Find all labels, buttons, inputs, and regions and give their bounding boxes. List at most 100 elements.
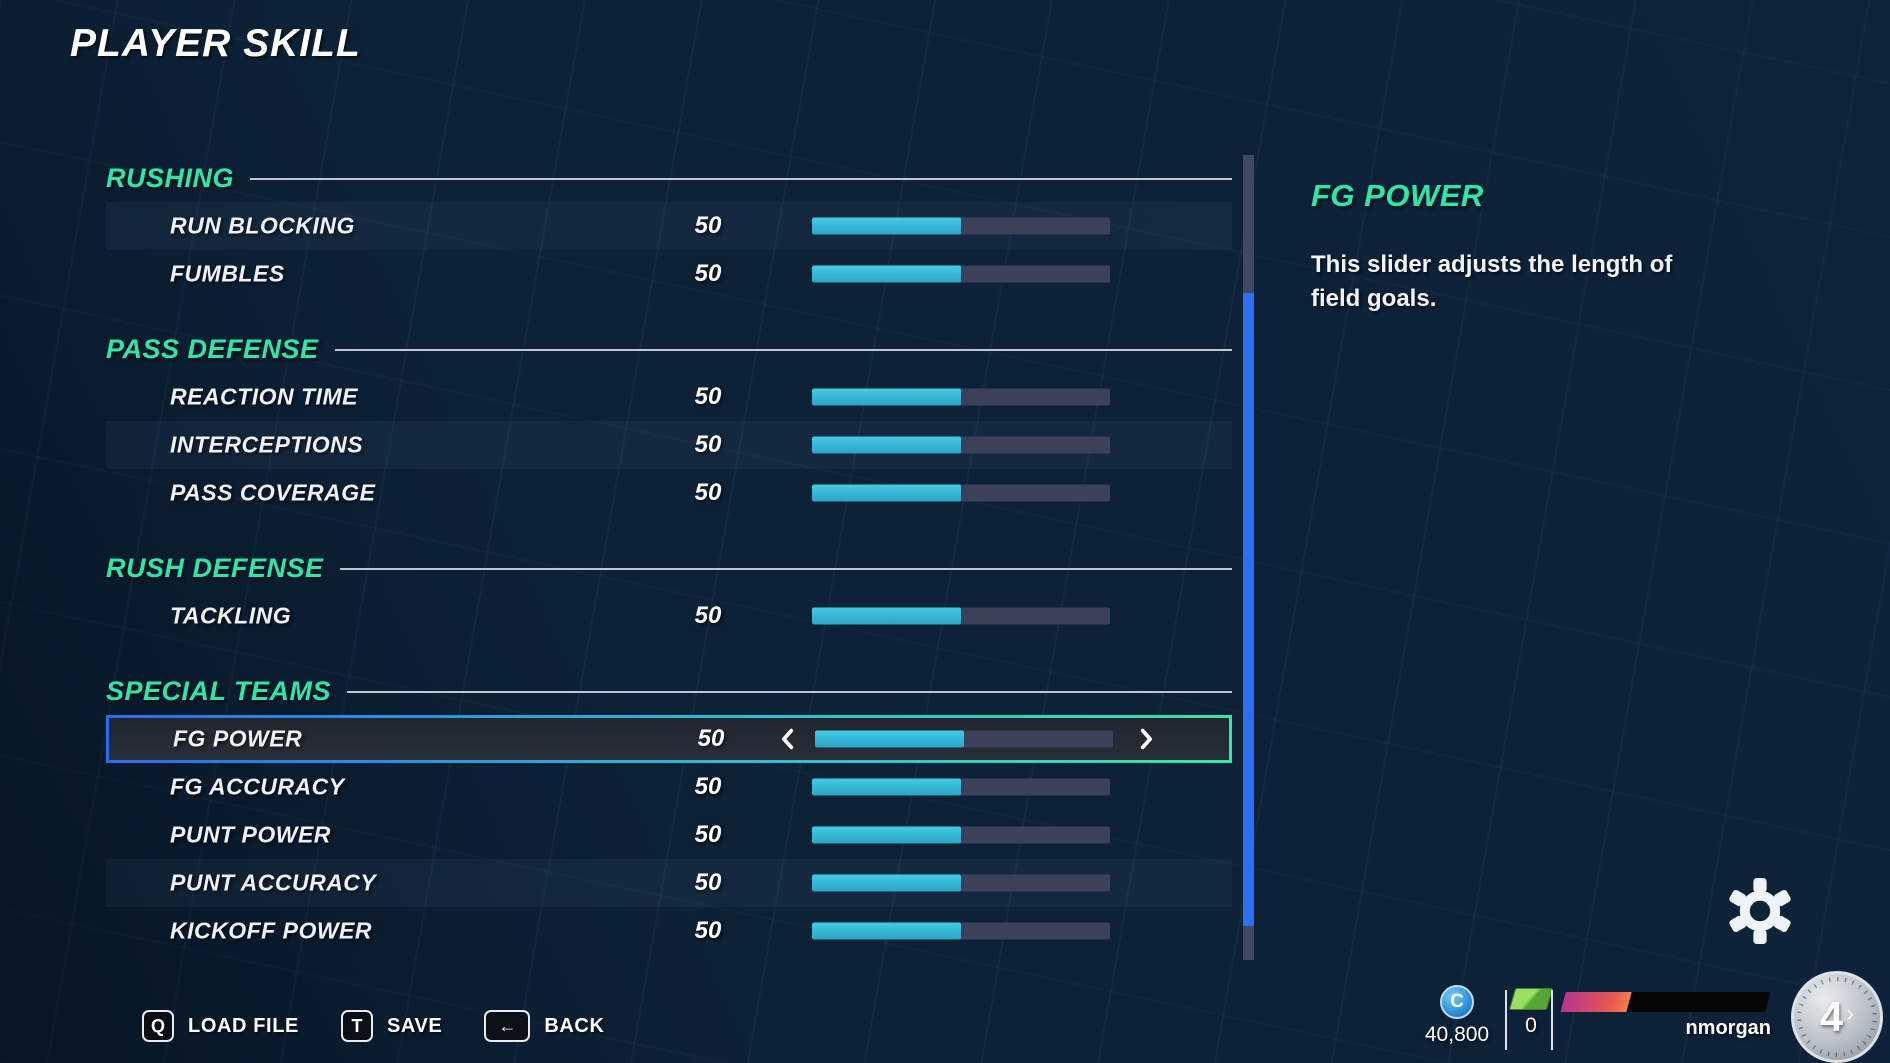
- slider-bar[interactable]: [812, 436, 1110, 454]
- backspace-key-icon: ←: [484, 1010, 531, 1042]
- status-divider: [1551, 990, 1553, 1050]
- hint-save[interactable]: T SAVE: [340, 1010, 443, 1042]
- slider-value: 50: [694, 602, 722, 629]
- slider-value: 50: [694, 431, 722, 458]
- row-punt-power[interactable]: PUNT POWER 50: [106, 811, 1232, 859]
- coins-counter: C 40,800: [1414, 985, 1500, 1047]
- section-title: SPECIAL TEAMS: [106, 676, 332, 706]
- slider-section: RUSHING RUN BLOCKING 50 FUMBLES 50: [106, 155, 1232, 298]
- slider-bar-fill: [812, 484, 961, 502]
- slider-label: KICKOFF POWER: [170, 917, 372, 944]
- row-fumbles[interactable]: FUMBLES 50: [106, 250, 1232, 298]
- status-divider: [1505, 990, 1507, 1050]
- slider-value: 50: [694, 917, 722, 944]
- chevron-right-icon[interactable]: [1131, 724, 1161, 754]
- slider-label: FG POWER: [173, 725, 303, 752]
- username: nmorgan: [1685, 1017, 1771, 1039]
- slider-section: RUSH DEFENSE TACKLING 50: [106, 545, 1232, 640]
- cash-counter: 0: [1508, 988, 1554, 1038]
- slider-value: 50: [697, 725, 725, 752]
- slider-label: RUN BLOCKING: [170, 212, 355, 239]
- row-reaction-time[interactable]: REACTION TIME 50: [106, 373, 1232, 421]
- footer-hints: Q LOAD FILE T SAVE ← BACK: [142, 1010, 605, 1042]
- hint-label: BACK: [544, 1014, 605, 1037]
- section-header: RUSHING: [106, 155, 1232, 202]
- slider-bar[interactable]: [812, 826, 1110, 844]
- detail-description: This slider adjusts the length of field …: [1311, 251, 1673, 312]
- detail-title: FG POWER: [1311, 178, 1484, 213]
- section-divider-line: [334, 348, 1232, 351]
- t-key-icon: T: [340, 1010, 373, 1042]
- cash-value: 0: [1525, 1014, 1537, 1037]
- slider-bar-fill: [812, 826, 961, 844]
- slider-value: 50: [694, 869, 722, 896]
- row-fg-power[interactable]: FG POWER 50: [106, 715, 1232, 763]
- slider-label: PUNT ACCURACY: [170, 869, 377, 896]
- slider-bar[interactable]: [812, 484, 1110, 502]
- slider-bar-fill: [812, 874, 961, 892]
- settings-button[interactable]: [1727, 878, 1793, 944]
- slider-bar-fill: [815, 730, 964, 748]
- slider-bar-fill: [812, 607, 961, 625]
- scrollbar-track[interactable]: [1243, 155, 1254, 960]
- q-key-icon: Q: [142, 1010, 174, 1042]
- row-kickoff-power[interactable]: KICKOFF POWER 50: [106, 907, 1232, 955]
- cash-icon: [1508, 988, 1554, 1010]
- row-fg-accuracy[interactable]: FG ACCURACY 50: [106, 763, 1232, 811]
- row-interceptions[interactable]: INTERCEPTIONS 50: [106, 421, 1232, 469]
- section-header: PASS DEFENSE: [106, 326, 1232, 373]
- slider-label: PUNT POWER: [170, 821, 331, 848]
- slider-bar[interactable]: [812, 778, 1110, 796]
- slider-bar[interactable]: [812, 607, 1110, 625]
- scrollbar-thumb[interactable]: [1243, 293, 1254, 926]
- chevron-right-icon: ›: [1846, 1000, 1855, 1027]
- gear-icon: [1729, 878, 1791, 944]
- slider-value: 50: [694, 383, 722, 410]
- level-badge[interactable]: 4 ›: [1791, 971, 1883, 1063]
- slider-bar[interactable]: [815, 730, 1113, 748]
- section-header: SPECIAL TEAMS: [106, 668, 1232, 715]
- row-punt-accuracy[interactable]: PUNT ACCURACY 50: [106, 859, 1232, 907]
- slider-bar[interactable]: [812, 388, 1110, 406]
- chevron-left-icon[interactable]: [773, 724, 803, 754]
- slider-bar-fill: [812, 436, 961, 454]
- slider-bar-fill: [812, 217, 961, 235]
- slider-value: 50: [694, 260, 722, 287]
- slider-bar-fill: [812, 778, 961, 796]
- hint-label: LOAD FILE: [188, 1014, 299, 1037]
- page-title: PLAYER SKILL: [70, 22, 361, 65]
- section-divider-line: [339, 567, 1232, 570]
- section-header: RUSH DEFENSE: [106, 545, 1232, 592]
- slider-label: FUMBLES: [170, 260, 285, 287]
- coins-value: 40,800: [1424, 1023, 1490, 1046]
- row-run-blocking[interactable]: RUN BLOCKING 50: [106, 202, 1232, 250]
- slider-list: RUSHING RUN BLOCKING 50 FUMBLES 50: [106, 155, 1232, 955]
- slider-bar-fill: [812, 388, 961, 406]
- slider-bar[interactable]: [812, 265, 1110, 283]
- row-pass-coverage[interactable]: PASS COVERAGE 50: [106, 469, 1232, 517]
- slider-label: INTERCEPTIONS: [170, 431, 364, 458]
- hint-back[interactable]: ← BACK: [484, 1010, 604, 1042]
- hint-label: SAVE: [386, 1014, 443, 1037]
- slider-bar-fill: [812, 922, 961, 940]
- slider-value: 50: [694, 773, 722, 800]
- section-title: RUSHING: [106, 163, 235, 193]
- slider-value: 50: [694, 821, 722, 848]
- slider-bar-fill: [812, 265, 961, 283]
- slider-bar[interactable]: [812, 922, 1110, 940]
- slider-section: PASS DEFENSE REACTION TIME 50 INTERCEPTI…: [106, 326, 1232, 517]
- xp-group: nmorgan: [1560, 992, 1771, 1040]
- row-tackling[interactable]: TACKLING 50: [106, 592, 1232, 640]
- slider-section: SPECIAL TEAMS FG POWER 50 FG ACCURACY 50…: [106, 668, 1232, 955]
- slider-label: PASS COVERAGE: [170, 479, 376, 506]
- hint-load-file[interactable]: Q LOAD FILE: [142, 1010, 299, 1042]
- section-divider-line: [347, 690, 1232, 693]
- level-value: 4: [1819, 993, 1844, 1040]
- coin-icon: C: [1440, 985, 1474, 1019]
- section-title: PASS DEFENSE: [106, 334, 319, 364]
- slider-label: TACKLING: [170, 602, 292, 629]
- slider-bar[interactable]: [812, 217, 1110, 235]
- slider-label: FG ACCURACY: [170, 773, 345, 800]
- slider-bar[interactable]: [812, 874, 1110, 892]
